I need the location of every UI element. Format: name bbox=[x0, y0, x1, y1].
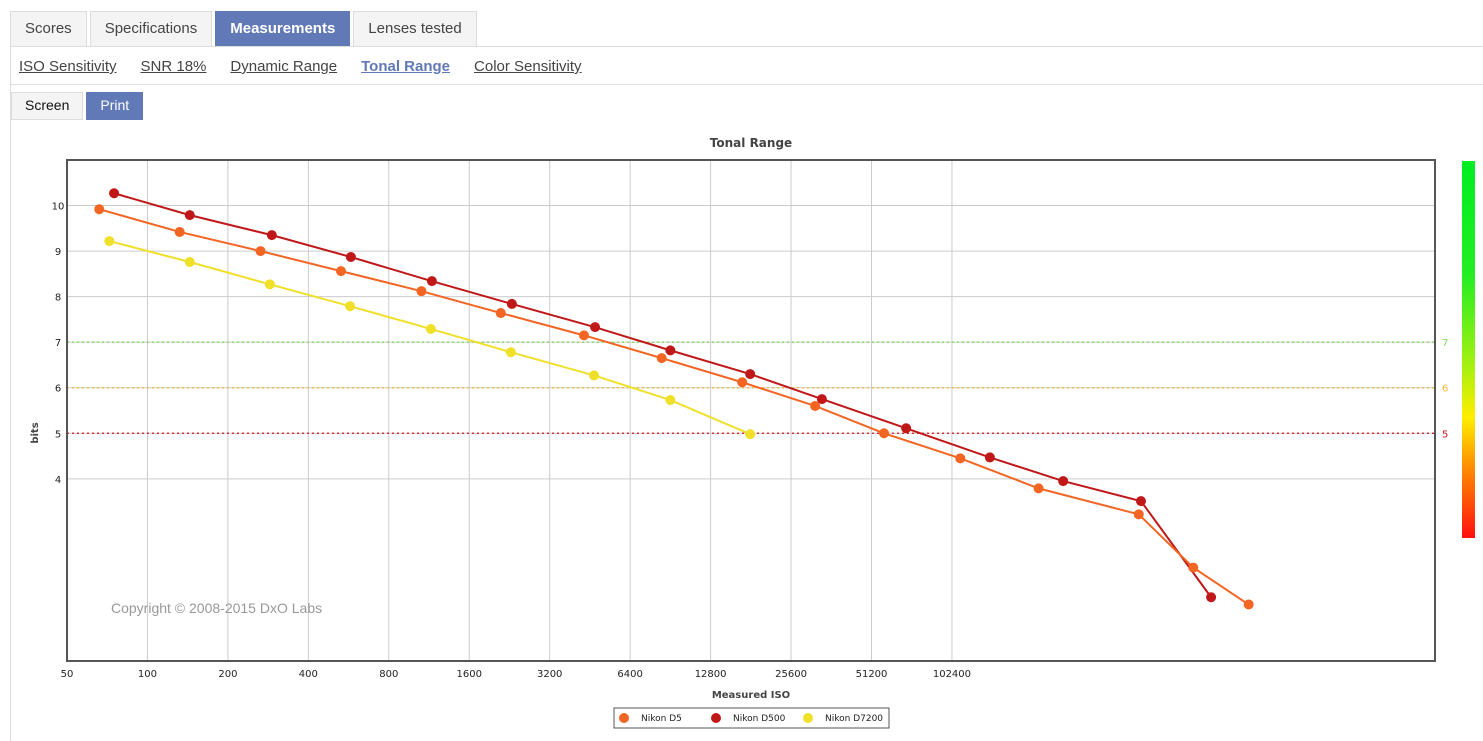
x-tick-label: 400 bbox=[299, 669, 318, 680]
x-tick-label: 200 bbox=[218, 669, 237, 680]
x-tick-label: 51200 bbox=[856, 669, 888, 680]
screen-button[interactable]: Screen bbox=[11, 92, 84, 120]
x-tick-label: 25600 bbox=[775, 669, 807, 680]
data-point[interactable] bbox=[425, 323, 436, 334]
data-point[interactable] bbox=[184, 210, 195, 221]
x-axis-label: Measured ISO bbox=[712, 690, 790, 701]
divider bbox=[10, 46, 1483, 47]
data-point[interactable] bbox=[1133, 509, 1144, 520]
y-tick-label: 5 bbox=[55, 429, 61, 440]
data-point[interactable] bbox=[665, 395, 676, 406]
color-scale-bar bbox=[1462, 161, 1475, 538]
print-button[interactable]: Print bbox=[86, 92, 144, 120]
data-point[interactable] bbox=[345, 301, 356, 312]
data-point[interactable] bbox=[426, 276, 437, 287]
data-point[interactable] bbox=[901, 423, 912, 434]
x-tick-label: 102400 bbox=[933, 669, 971, 680]
y-tick-label: 10 bbox=[52, 202, 65, 213]
y-tick-label: 9 bbox=[55, 247, 61, 258]
subnav-color-sensitivity[interactable]: Color Sensitivity bbox=[474, 58, 582, 75]
data-point[interactable] bbox=[266, 230, 277, 241]
legend-item[interactable]: Nikon D5 bbox=[641, 714, 682, 724]
data-point[interactable] bbox=[416, 286, 427, 297]
data-point[interactable] bbox=[109, 188, 120, 199]
data-point[interactable] bbox=[745, 429, 756, 440]
data-point[interactable] bbox=[1135, 496, 1146, 507]
x-tick-label: 800 bbox=[379, 669, 398, 680]
data-point[interactable] bbox=[495, 308, 506, 319]
x-tick-label: 3200 bbox=[537, 669, 562, 680]
data-point[interactable] bbox=[656, 353, 667, 364]
threshold-label: 5 bbox=[1442, 429, 1448, 440]
y-tick-label: 6 bbox=[55, 384, 61, 395]
tab-scores[interactable]: Scores bbox=[10, 11, 87, 46]
data-point[interactable] bbox=[665, 345, 676, 356]
data-point[interactable] bbox=[336, 266, 347, 277]
data-point[interactable] bbox=[984, 452, 995, 463]
data-point[interactable] bbox=[264, 279, 275, 290]
series-line bbox=[109, 240, 751, 436]
divider bbox=[10, 46, 11, 741]
threshold-label: 7 bbox=[1442, 338, 1448, 349]
data-point[interactable] bbox=[345, 252, 356, 263]
series-line bbox=[98, 208, 1250, 606]
subnav-snr-18[interactable]: SNR 18% bbox=[140, 58, 207, 75]
data-point[interactable] bbox=[1033, 483, 1044, 494]
data-point[interactable] bbox=[1188, 562, 1199, 573]
data-point[interactable] bbox=[816, 394, 827, 405]
y-tick-label: 8 bbox=[55, 293, 61, 304]
data-point[interactable] bbox=[1243, 599, 1254, 610]
data-point[interactable] bbox=[174, 226, 185, 237]
copyright-text: Copyright © 2008-2015 DxO Labs bbox=[111, 600, 322, 616]
y-tick-label: 4 bbox=[55, 475, 61, 486]
x-tick-label: 100 bbox=[138, 669, 157, 680]
main-tabs: Scores Specifications Measurements Lense… bbox=[10, 11, 477, 46]
data-point[interactable] bbox=[589, 370, 600, 381]
mode-toggle: Screen Print bbox=[11, 92, 144, 120]
data-point[interactable] bbox=[104, 236, 115, 247]
data-point[interactable] bbox=[94, 204, 105, 215]
legend-item[interactable]: Nikon D500 bbox=[733, 714, 786, 724]
x-tick-label: 1600 bbox=[457, 669, 482, 680]
data-point[interactable] bbox=[590, 322, 601, 333]
y-axis-label: bits bbox=[30, 422, 41, 443]
data-point[interactable] bbox=[737, 377, 748, 388]
legend-marker bbox=[619, 713, 629, 723]
tab-lenses-tested[interactable]: Lenses tested bbox=[353, 11, 477, 46]
divider bbox=[10, 84, 1483, 85]
tab-specifications[interactable]: Specifications bbox=[89, 11, 213, 46]
subnav-dynamic-range[interactable]: Dynamic Range bbox=[230, 58, 338, 75]
data-point[interactable] bbox=[255, 246, 266, 257]
data-point[interactable] bbox=[955, 453, 966, 464]
x-tick-label: 12800 bbox=[695, 669, 727, 680]
data-point[interactable] bbox=[878, 428, 889, 439]
x-tick-label: 6400 bbox=[617, 669, 642, 680]
data-point[interactable] bbox=[745, 369, 756, 380]
data-point[interactable] bbox=[810, 400, 821, 411]
tab-measurements[interactable]: Measurements bbox=[215, 11, 351, 46]
series-line bbox=[113, 192, 1212, 598]
data-point[interactable] bbox=[506, 298, 517, 309]
legend-box bbox=[613, 707, 890, 729]
legend: Nikon D5 Nikon D500 Nikon D7200 bbox=[613, 707, 890, 729]
data-point[interactable] bbox=[1058, 476, 1069, 487]
data-point[interactable] bbox=[184, 257, 195, 268]
y-tick-label: 7 bbox=[55, 338, 61, 349]
data-point[interactable] bbox=[578, 330, 589, 341]
chart-title: Tonal Range bbox=[710, 136, 792, 150]
threshold-label: 6 bbox=[1442, 384, 1448, 395]
subnav-iso-sensitivity[interactable]: ISO Sensitivity bbox=[19, 58, 117, 75]
legend-item[interactable]: Nikon D7200 bbox=[825, 714, 883, 724]
data-point[interactable] bbox=[1206, 592, 1217, 603]
measurement-subnav: ISO Sensitivity SNR 18% Dynamic Range To… bbox=[19, 58, 582, 75]
legend-marker bbox=[803, 713, 813, 723]
x-tick-label: 50 bbox=[61, 669, 74, 680]
legend-marker bbox=[711, 713, 721, 723]
plot-border bbox=[66, 159, 1436, 662]
data-point[interactable] bbox=[505, 347, 516, 358]
subnav-tonal-range[interactable]: Tonal Range bbox=[361, 58, 451, 75]
